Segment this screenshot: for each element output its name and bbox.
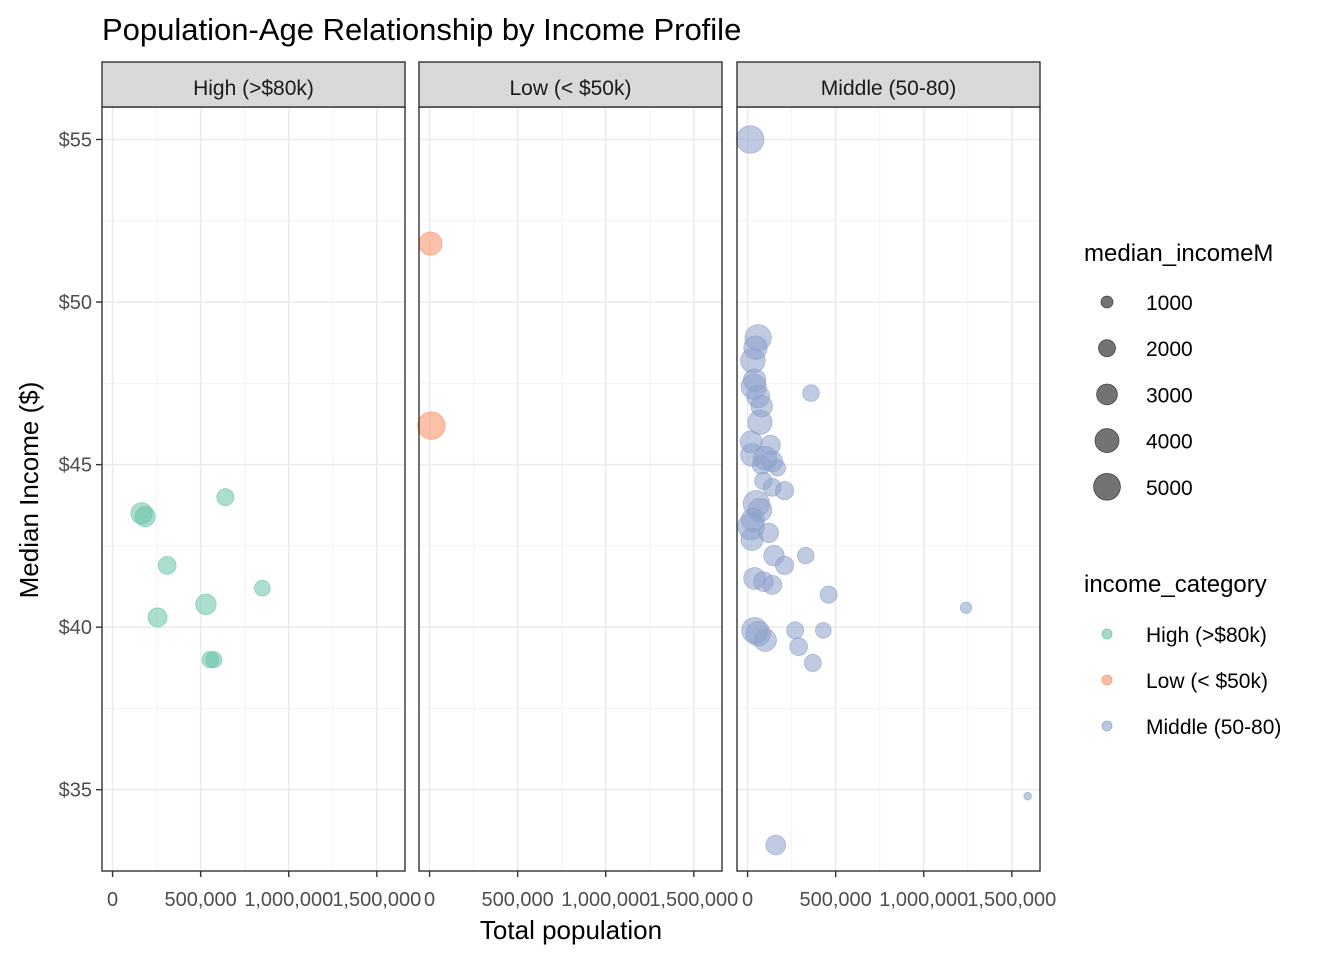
facet-panels: High (>$80k)0 500,000 1,000,000 1,500,000$3… [59, 61, 1056, 911]
data-point [819, 585, 838, 604]
facet-panel: Low (< $50k) 0 500,000 1,000,000 1,500,000 [417, 61, 738, 911]
x-tick-label: 1,500,000 [649, 889, 738, 911]
facet-panel: High (>$80k) 0 500,000 1,000,000 1,500,000 $3… [59, 61, 421, 911]
y-tick-label: $55 [59, 130, 92, 152]
size-legend-label: 2000 [1146, 338, 1193, 361]
size-legend-key [1094, 428, 1120, 454]
data-point [147, 607, 168, 628]
color-legend-label: Middle (50-80) [1146, 716, 1281, 739]
x-tick-label: 1,500,000 [967, 889, 1056, 911]
x-tick-label: 1,000,000 [561, 889, 650, 911]
size-legend-key [1096, 383, 1118, 406]
facet-strip-label: Middle (50-80) [821, 77, 956, 100]
facet-strip [736, 61, 1041, 108]
y-tick-label: $35 [59, 780, 92, 802]
size-legend-key [1098, 339, 1116, 358]
size-legend-item: 4000 [1094, 428, 1193, 454]
size-legend: median_incomeM 1000 2000 3000 4000 5000 [1084, 240, 1273, 501]
data-point [802, 384, 820, 402]
size-legend-item: 3000 [1096, 383, 1193, 407]
color-legend-title: income_category [1084, 571, 1267, 598]
facet-strip [101, 61, 406, 108]
data-point [815, 622, 832, 639]
data-point [417, 411, 446, 440]
panel-background [102, 107, 405, 871]
size-legend-label: 1000 [1146, 292, 1193, 315]
x-tick-label: 1,000,000 [879, 889, 968, 911]
data-point [765, 834, 787, 856]
data-point [775, 481, 795, 501]
data-point [254, 579, 271, 597]
size-legend-label: 3000 [1146, 384, 1193, 407]
chart-title: Population-Age Relationship by Income Pr… [102, 12, 741, 47]
size-legend-label: 4000 [1146, 431, 1193, 454]
size-legend-key [1100, 295, 1114, 309]
data-point [751, 454, 772, 475]
data-point [205, 651, 223, 669]
data-point [803, 654, 822, 672]
data-point [959, 601, 973, 614]
data-point [1023, 792, 1032, 801]
size-legend-item: 2000 [1098, 338, 1193, 361]
data-point [216, 488, 235, 507]
x-tick-label: 0 [742, 889, 753, 911]
x-tick-label: 0 [424, 889, 435, 911]
facet-panel: Middle (50-80) 0 500,000 1,000,000 1,500,000 [736, 61, 1056, 911]
x-tick-label: 1,000,000 [244, 889, 333, 911]
size-legend-item: 1000 [1100, 292, 1193, 315]
x-tick-label: 0 [107, 889, 118, 911]
color-legend-key [1101, 628, 1113, 640]
data-point [740, 527, 764, 551]
data-point [418, 231, 443, 256]
x-axis-title: Total population [480, 915, 662, 945]
data-point [769, 459, 786, 477]
panel-background [419, 107, 722, 871]
data-point [736, 125, 765, 154]
data-point [797, 546, 815, 565]
size-legend-item: 5000 [1093, 472, 1193, 501]
data-point [753, 628, 777, 652]
x-tick-label: 500,000 [800, 889, 872, 911]
color-legend-key [1101, 720, 1113, 732]
data-point [786, 621, 805, 640]
size-legend-key [1093, 472, 1121, 501]
x-tick-label: 500,000 [165, 889, 237, 911]
facet-strip-label: High (>$80k) [193, 77, 314, 100]
size-legend-label: 5000 [1146, 477, 1193, 500]
data-point [762, 575, 783, 595]
data-point [195, 593, 217, 616]
x-tick-label: 1,500,000 [332, 889, 421, 911]
facet-strip [418, 61, 723, 108]
color-legend: income_category High (>$80k) Low (< $50k)… [1084, 571, 1281, 739]
data-point [789, 637, 808, 656]
data-point [747, 409, 773, 435]
color-legend-item: Low (< $50k) [1101, 670, 1268, 693]
data-point [134, 506, 156, 528]
data-point [775, 555, 795, 575]
color-legend-item: High (>$80k) [1101, 624, 1267, 647]
y-tick-label: $50 [59, 292, 92, 314]
y-tick-label: $45 [59, 455, 92, 477]
x-tick-label: 500,000 [482, 889, 554, 911]
data-point [157, 556, 177, 575]
color-legend-item: Middle (50-80) [1101, 716, 1281, 739]
size-legend-title: median_incomeM [1084, 240, 1273, 267]
y-tick-label: $40 [59, 617, 92, 639]
color-legend-key [1101, 674, 1113, 686]
color-legend-label: High (>$80k) [1146, 624, 1267, 647]
color-legend-label: Low (< $50k) [1146, 670, 1268, 693]
y-axis-title: Median Income ($) [14, 382, 44, 599]
facet-strip-label: Low (< $50k) [510, 77, 632, 100]
